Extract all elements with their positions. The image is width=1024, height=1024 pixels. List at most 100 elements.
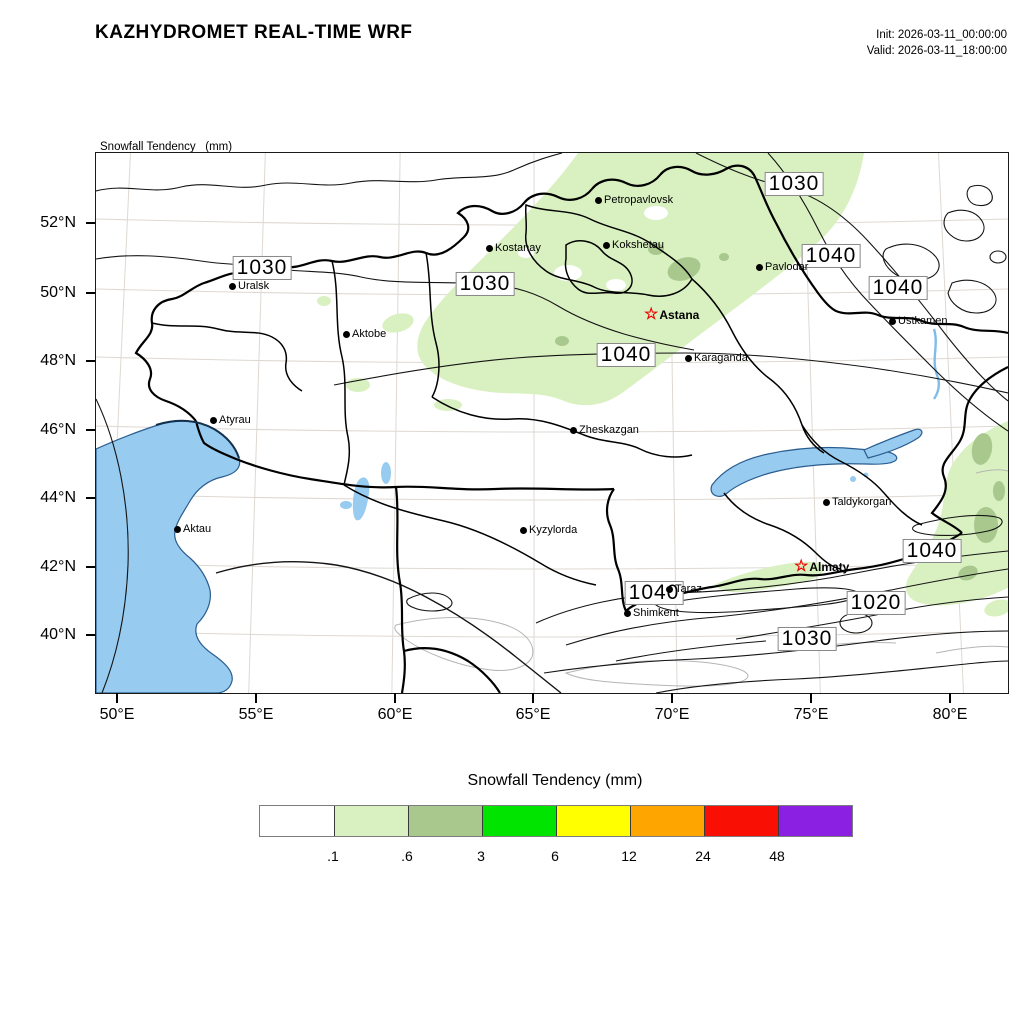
city-dot-icon (595, 196, 602, 204)
legend-color-segment (704, 806, 778, 836)
lon-tick (810, 693, 812, 703)
pressure-label: 1030 (764, 171, 824, 197)
snowfall-heavier (555, 243, 1005, 581)
legend-colorbar (259, 805, 853, 837)
legend-tick-label: 24 (695, 848, 711, 864)
city-dot-icon (603, 241, 610, 249)
pressure-label: 1030 (777, 626, 837, 652)
legend-color-segment (334, 806, 408, 836)
city-dot-icon (685, 354, 692, 362)
city-label: Zheskazgan (579, 424, 639, 436)
legend-color-segment (260, 806, 334, 836)
lon-tick-label: 75°E (793, 706, 829, 723)
oblast-borders (152, 205, 922, 585)
legend-color-segment (556, 806, 630, 836)
pressure-label: 1040 (596, 342, 656, 368)
city-dot-icon (756, 263, 763, 271)
lat-tick-label: 40°N (40, 626, 76, 643)
city-dot-icon (174, 525, 181, 533)
city-astana: ☆ Astana (644, 306, 700, 323)
lon-tick (532, 693, 534, 703)
lon-tick-label: 70°E (654, 706, 690, 723)
city-label: Almaty (809, 560, 850, 574)
lat-tick-label: 52°N (40, 214, 76, 231)
city-label: Kyzylorda (529, 524, 578, 536)
lat-tick (86, 292, 95, 294)
lat-tick-label: 42°N (40, 558, 76, 575)
snowfall-holes (518, 206, 668, 291)
city-dot-icon (520, 526, 527, 534)
city-kokshetau: Kokshetau (603, 239, 664, 251)
lon-tick (394, 693, 396, 703)
city-kostanay: Kostanay (486, 242, 541, 254)
isobar-contours (96, 153, 1008, 693)
city-dot-icon (570, 426, 577, 434)
page-title: KAZHYDROMET REAL-TIME WRF (95, 22, 413, 43)
lat-tick (86, 497, 95, 499)
city-petropavlovsk: Petropavlovsk (595, 194, 673, 206)
lake-balkhash (711, 448, 897, 497)
city-dot-icon (486, 244, 493, 252)
legend-color-segment (408, 806, 482, 836)
city-atyrau: Atyrau (210, 414, 251, 426)
lat-tick-label: 46°N (40, 421, 76, 438)
city-label: Uralsk (238, 280, 270, 292)
lat-tick (86, 360, 95, 362)
irtysh-river (934, 329, 939, 399)
country-borders (136, 166, 1008, 693)
aral-sea (352, 477, 370, 521)
capital-star-icon: ☆ (794, 558, 809, 575)
pressure-label: 1030 (455, 271, 515, 297)
map-overlay: 1030 1030 1030 1040 1040 1040 1040 1040 1020 1030… (96, 153, 1008, 693)
city-label: Kokshetau (612, 239, 664, 251)
city-label: Taldykorgan (832, 496, 892, 508)
legend-tick-label: .6 (401, 848, 413, 864)
lon-tick-label: 50°E (99, 706, 135, 723)
lat-tick-label: 48°N (40, 352, 76, 369)
legend-color-segment (482, 806, 556, 836)
city-label: Ustkamen (898, 315, 948, 327)
city-almaty: ☆ Almaty (794, 558, 850, 575)
legend-tick-label: 3 (477, 848, 485, 864)
city-karaganda: Karaganda (685, 352, 748, 364)
city-dot-icon (624, 609, 631, 617)
valid-time: Valid: 2026-03-11_18:00:00 (866, 44, 1007, 57)
run-times: Init: 2026-03-11_00:00:00 Valid: 2026-03… (867, 28, 1007, 59)
city-label: Aktau (183, 523, 212, 535)
pressure-label: 1040 (902, 538, 962, 564)
pressure-label: 1030 (232, 255, 292, 281)
pressure-label: 1040 (868, 275, 928, 301)
pressure-label: 1020 (846, 590, 906, 616)
city-label: Aktobe (352, 328, 387, 340)
lat-tick-label: 44°N (40, 489, 76, 506)
lat-tick (86, 429, 95, 431)
city-dot-icon (823, 498, 830, 506)
lat-tick (86, 634, 95, 636)
pressure-label: 1040 (801, 243, 861, 269)
city-dot-icon (229, 282, 236, 290)
lon-tick (671, 693, 673, 703)
lat-tick-label: 50°N (40, 284, 76, 301)
city-label: Pavlodar (765, 261, 809, 273)
lon-tick-label: 60°E (377, 706, 413, 723)
lon-tick-label: 55°E (238, 706, 274, 723)
lon-tick (949, 693, 951, 703)
city-label: Karaganda (694, 352, 748, 364)
lon-tick-label: 80°E (932, 706, 968, 723)
capital-star-icon: ☆ (644, 306, 659, 323)
init-time: Init: 2026-03-11_00:00:00 (876, 29, 1007, 41)
city-dot-icon (343, 330, 350, 338)
city-dot-icon (666, 585, 673, 593)
city-kyzylorda: Kyzylorda (520, 524, 577, 536)
legend-tick-label: 12 (621, 848, 637, 864)
city-label: Atyrau (219, 414, 251, 426)
city-ustkamen: Ustkamen (889, 315, 948, 327)
city-aktobe: Aktobe (343, 328, 386, 340)
lon-tick (116, 693, 118, 703)
legend-color-segment (630, 806, 704, 836)
city-label: Kostanay (495, 242, 541, 254)
city-uralsk: Uralsk (229, 280, 269, 292)
city-label: Astana (659, 308, 700, 322)
legend-tick-label: 48 (769, 848, 785, 864)
city-taraz: Taraz (666, 583, 702, 595)
